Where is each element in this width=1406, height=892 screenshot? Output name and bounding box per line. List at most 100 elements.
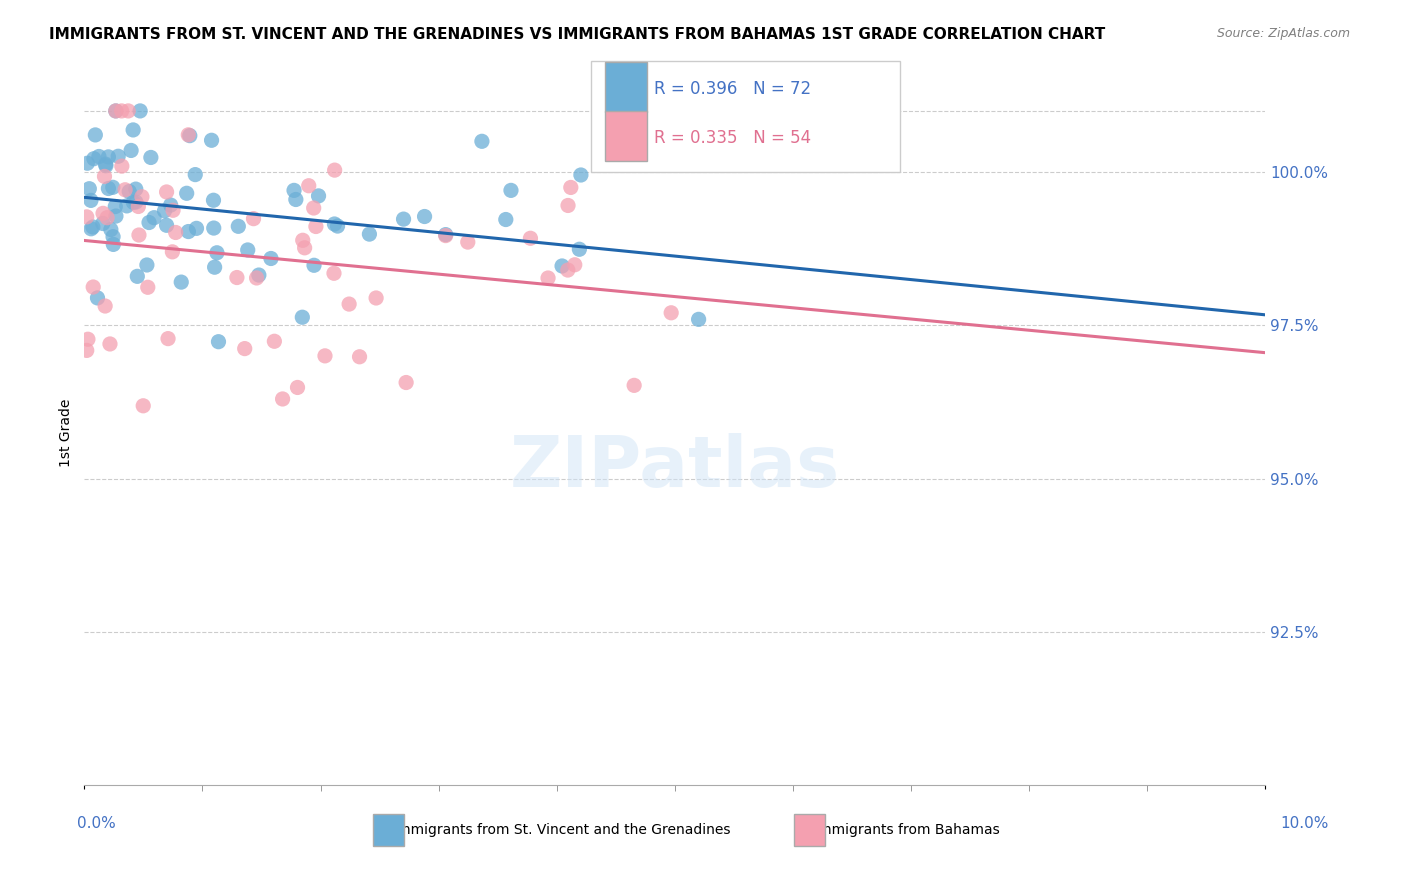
Immigrants from Bahamas bbox=[226, 270, 249, 285]
Immigrants from St. Vincent and the Grenadines bbox=[179, 128, 201, 143]
Immigrants from Bahamas bbox=[323, 163, 346, 178]
Immigrants from St. Vincent and the Grenadines bbox=[143, 211, 166, 225]
Immigrants from St. Vincent and the Grenadines bbox=[688, 312, 710, 326]
Immigrants from Bahamas bbox=[395, 376, 418, 390]
Immigrants from St. Vincent and the Grenadines bbox=[308, 189, 330, 203]
Immigrants from Bahamas bbox=[157, 332, 180, 346]
Immigrants from Bahamas bbox=[111, 103, 134, 118]
Immigrants from Bahamas bbox=[162, 244, 184, 259]
Immigrants from St. Vincent and the Grenadines bbox=[79, 182, 101, 196]
Immigrants from Bahamas bbox=[537, 271, 560, 285]
Immigrants from St. Vincent and the Grenadines bbox=[97, 150, 120, 164]
Immigrants from St. Vincent and the Grenadines bbox=[115, 199, 138, 213]
Immigrants from St. Vincent and the Grenadines bbox=[80, 194, 103, 208]
Immigrants from Bahamas bbox=[519, 231, 541, 245]
Immigrants from St. Vincent and the Grenadines bbox=[283, 183, 305, 197]
Immigrants from St. Vincent and the Grenadines bbox=[82, 219, 104, 234]
Immigrants from St. Vincent and the Grenadines bbox=[139, 151, 162, 165]
Immigrants from St. Vincent and the Grenadines bbox=[94, 159, 117, 173]
Immigrants from Bahamas bbox=[457, 235, 479, 249]
Text: 0.0%: 0.0% bbox=[77, 816, 117, 831]
Immigrants from St. Vincent and the Grenadines bbox=[202, 221, 225, 235]
Immigrants from St. Vincent and the Grenadines bbox=[471, 134, 494, 148]
Immigrants from St. Vincent and the Grenadines bbox=[127, 269, 149, 284]
Immigrants from St. Vincent and the Grenadines bbox=[202, 194, 225, 208]
Immigrants from Bahamas bbox=[349, 350, 371, 364]
Text: ZIPatlas: ZIPatlas bbox=[510, 434, 839, 502]
Immigrants from Bahamas bbox=[291, 233, 314, 247]
Immigrants from Bahamas bbox=[305, 219, 328, 234]
Immigrants from St. Vincent and the Grenadines bbox=[120, 144, 142, 158]
Immigrants from St. Vincent and the Grenadines bbox=[159, 198, 181, 212]
Y-axis label: 1st Grade: 1st Grade bbox=[59, 399, 73, 467]
Immigrants from Bahamas bbox=[77, 332, 100, 346]
Immigrants from St. Vincent and the Grenadines bbox=[236, 243, 259, 257]
Immigrants from St. Vincent and the Grenadines bbox=[413, 210, 436, 224]
Immigrants from St. Vincent and the Grenadines bbox=[434, 227, 457, 242]
Text: Immigrants from St. Vincent and the Grenadines: Immigrants from St. Vincent and the Gren… bbox=[380, 822, 730, 837]
Immigrants from Bahamas bbox=[128, 227, 150, 242]
Immigrants from St. Vincent and the Grenadines bbox=[170, 275, 193, 289]
Immigrants from St. Vincent and the Grenadines bbox=[84, 128, 107, 142]
Immigrants from Bahamas bbox=[233, 342, 256, 356]
Immigrants from St. Vincent and the Grenadines bbox=[226, 219, 249, 234]
Immigrants from St. Vincent and the Grenadines bbox=[153, 203, 176, 218]
Immigrants from St. Vincent and the Grenadines bbox=[86, 291, 108, 305]
Immigrants from St. Vincent and the Grenadines bbox=[176, 186, 198, 201]
Immigrants from Bahamas bbox=[242, 211, 264, 226]
Immigrants from Bahamas bbox=[76, 343, 98, 358]
Immigrants from Bahamas bbox=[557, 263, 579, 277]
Immigrants from St. Vincent and the Grenadines bbox=[155, 219, 177, 233]
Immigrants from Bahamas bbox=[76, 210, 98, 224]
Immigrants from St. Vincent and the Grenadines bbox=[135, 258, 157, 272]
Immigrants from St. Vincent and the Grenadines bbox=[97, 181, 120, 195]
Immigrants from Bahamas bbox=[98, 337, 121, 351]
Immigrants from Bahamas bbox=[132, 399, 155, 413]
Immigrants from Bahamas bbox=[557, 198, 579, 212]
Immigrants from Bahamas bbox=[366, 291, 388, 305]
Immigrants from St. Vincent and the Grenadines bbox=[186, 221, 208, 235]
Immigrants from St. Vincent and the Grenadines bbox=[129, 103, 152, 118]
Immigrants from St. Vincent and the Grenadines bbox=[138, 215, 160, 229]
Immigrants from St. Vincent and the Grenadines bbox=[107, 149, 129, 163]
Immigrants from Bahamas bbox=[93, 169, 115, 184]
Immigrants from St. Vincent and the Grenadines bbox=[302, 258, 325, 272]
Text: Source: ZipAtlas.com: Source: ZipAtlas.com bbox=[1216, 27, 1350, 40]
Immigrants from St. Vincent and the Grenadines bbox=[87, 149, 110, 163]
Immigrants from Bahamas bbox=[560, 180, 582, 194]
Immigrants from St. Vincent and the Grenadines bbox=[359, 227, 381, 241]
Immigrants from St. Vincent and the Grenadines bbox=[94, 157, 117, 171]
Text: IMMIGRANTS FROM ST. VINCENT AND THE GRENADINES VS IMMIGRANTS FROM BAHAMAS 1ST GR: IMMIGRANTS FROM ST. VINCENT AND THE GREN… bbox=[49, 27, 1105, 42]
Immigrants from St. Vincent and the Grenadines bbox=[291, 310, 314, 325]
Immigrants from Bahamas bbox=[162, 203, 184, 218]
Immigrants from Bahamas bbox=[287, 380, 309, 394]
Immigrants from St. Vincent and the Grenadines bbox=[104, 200, 127, 214]
Immigrants from St. Vincent and the Grenadines bbox=[177, 225, 200, 239]
Immigrants from St. Vincent and the Grenadines bbox=[568, 242, 591, 256]
Immigrants from St. Vincent and the Grenadines bbox=[247, 268, 270, 282]
Text: Immigrants from Bahamas: Immigrants from Bahamas bbox=[801, 822, 1000, 837]
Immigrants from Bahamas bbox=[337, 297, 360, 311]
Immigrants from Bahamas bbox=[111, 159, 134, 173]
Immigrants from Bahamas bbox=[564, 258, 586, 272]
Immigrants from St. Vincent and the Grenadines bbox=[392, 212, 415, 227]
Immigrants from St. Vincent and the Grenadines bbox=[326, 219, 349, 233]
Immigrants from Bahamas bbox=[136, 280, 159, 294]
Text: R = 0.396   N = 72: R = 0.396 N = 72 bbox=[654, 80, 811, 98]
Immigrants from St. Vincent and the Grenadines bbox=[284, 193, 307, 207]
Immigrants from Bahamas bbox=[298, 178, 321, 193]
Immigrants from Bahamas bbox=[434, 228, 457, 243]
Immigrants from St. Vincent and the Grenadines bbox=[91, 217, 114, 231]
Immigrants from Bahamas bbox=[302, 201, 325, 215]
Immigrants from Bahamas bbox=[659, 306, 682, 320]
Immigrants from Bahamas bbox=[82, 280, 104, 294]
Immigrants from Bahamas bbox=[114, 183, 136, 197]
Immigrants from St. Vincent and the Grenadines bbox=[76, 156, 98, 170]
Immigrants from St. Vincent and the Grenadines bbox=[104, 103, 127, 118]
Immigrants from St. Vincent and the Grenadines bbox=[569, 168, 592, 182]
Immigrants from St. Vincent and the Grenadines bbox=[499, 183, 522, 197]
Immigrants from Bahamas bbox=[131, 190, 153, 204]
Immigrants from Bahamas bbox=[623, 378, 645, 392]
Immigrants from St. Vincent and the Grenadines bbox=[101, 229, 124, 244]
Immigrants from St. Vincent and the Grenadines bbox=[100, 222, 122, 236]
